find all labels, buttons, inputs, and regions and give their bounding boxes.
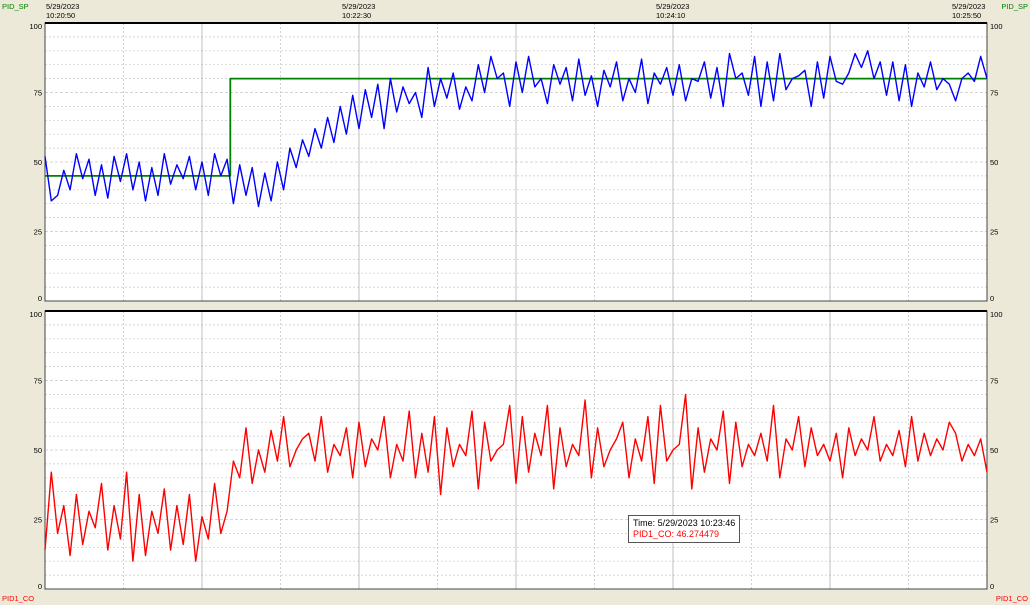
- top-left-tag-label: PID_SP: [2, 2, 29, 11]
- bottom-y-tick-right: 50: [990, 446, 998, 455]
- bottom-plot-area: [45, 311, 987, 589]
- top-y-tick-right: 25: [990, 228, 998, 237]
- value-tooltip: Time: 5/29/2023 10:23:46 PID1_CO: 46.274…: [628, 515, 741, 543]
- tooltip-time: Time: 5/29/2023 10:23:46: [633, 518, 736, 528]
- bottom-y-tick-right: 0: [990, 582, 994, 591]
- top-y-tick-right: 50: [990, 158, 998, 167]
- time-axis-label-date-0: 5/29/2023: [46, 2, 80, 11]
- time-axis-label-date-3: 5/29/2023: [952, 2, 986, 11]
- time-axis-label-time-1: 10:22:30: [342, 11, 372, 20]
- bottom-series-line-0: [44, 393, 988, 562]
- top-plot-border: [44, 22, 988, 302]
- top-y-tick-left: 50: [34, 158, 42, 167]
- bottom-y-tick-left: 50: [34, 446, 42, 455]
- bottom-y-tick-left: 75: [34, 377, 42, 386]
- top-right-tag-label: PID_SP: [1001, 2, 1028, 11]
- bottom-y-tick-left: 25: [34, 516, 42, 525]
- bottom-y-tick-left: 0: [38, 582, 42, 591]
- top-y-tick-left: 100: [29, 22, 42, 31]
- bottom-right-tag-label: PID1_CO: [995, 594, 1028, 603]
- bottom-y-tick-right: 75: [990, 377, 998, 386]
- time-axis-label-time-2: 10:24:10: [656, 11, 686, 20]
- top-y-tick-left: 25: [34, 228, 42, 237]
- tooltip-value: PID1_CO: 46.274479: [633, 529, 720, 539]
- top-series-line-0: [45, 77, 987, 177]
- bottom-y-tick-right: 25: [990, 516, 998, 525]
- bottom-y-tick-right: 100: [990, 310, 1003, 319]
- bottom-y-tick-left: 100: [29, 310, 42, 319]
- top-y-tick-right: 75: [990, 89, 998, 98]
- time-axis-label-time-3: 10:25:50: [952, 11, 982, 20]
- time-axis-label-date-1: 5/29/2023: [342, 2, 376, 11]
- top-y-tick-right: 100: [990, 22, 1003, 31]
- time-axis-label-date-2: 5/29/2023: [656, 2, 690, 11]
- top-y-tick-right: 0: [990, 294, 994, 303]
- time-axis-label-time-0: 10:20:50: [46, 11, 76, 20]
- top-plot-area: [45, 23, 987, 301]
- bottom-plot-border: [44, 310, 988, 590]
- top-y-tick-left: 0: [38, 294, 42, 303]
- bottom-left-tag-label: PID1_CO: [2, 594, 35, 603]
- top-series-line-1: [44, 50, 988, 208]
- top-y-tick-left: 75: [34, 89, 42, 98]
